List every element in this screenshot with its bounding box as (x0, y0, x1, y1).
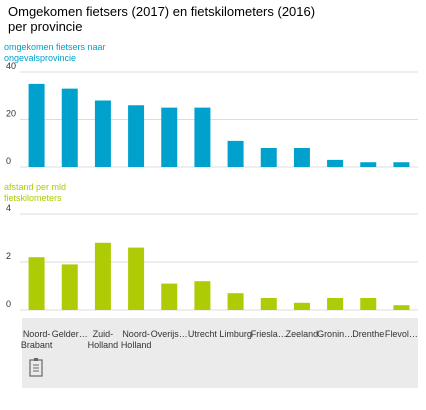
bar (194, 107, 211, 167)
bar (227, 293, 244, 310)
bar (360, 298, 377, 310)
y-tick-label: 40 (6, 61, 16, 71)
bar (161, 107, 178, 167)
bar (260, 298, 277, 310)
x-tick-label: Noord-Holland (121, 329, 152, 350)
y-tick-label: 2 (6, 251, 11, 261)
bar (360, 162, 377, 167)
bar (94, 100, 111, 167)
bar (161, 283, 178, 310)
x-tick-label: Zeeland (286, 329, 319, 339)
bar (327, 298, 344, 310)
x-tick-label: Flevol… (385, 329, 418, 339)
y-axis-label: omgekomen fietsers naar ongevalsprovincie (4, 42, 106, 63)
x-tick-label: Zuid-Holland (88, 329, 119, 350)
bar (194, 281, 211, 310)
y-axis-label: afstand per mld fietskilometers (4, 182, 66, 203)
x-tick-label: Noord-Brabant (21, 329, 53, 350)
bar (393, 305, 410, 310)
x-tick-label: Drenthe (352, 329, 384, 339)
bar (28, 83, 45, 167)
label-panel (22, 318, 418, 388)
chart-title: Omgekomen fietsers (2017) en fietskilome… (8, 4, 315, 34)
bar (61, 88, 78, 167)
x-tick-label: Overijs… (151, 329, 188, 339)
bar (293, 148, 310, 167)
bar (393, 162, 410, 167)
bar (61, 264, 78, 310)
bar (227, 140, 244, 167)
bar (28, 257, 45, 310)
bar (128, 105, 145, 167)
bar (94, 242, 111, 310)
bar (260, 148, 277, 167)
bar (293, 302, 310, 310)
y-tick-label: 4 (6, 203, 11, 213)
bar (327, 159, 344, 167)
x-tick-label: Limburg (219, 329, 252, 339)
icon (29, 358, 43, 377)
x-tick-label: Utrecht (188, 329, 218, 339)
x-tick-label: Gronin… (317, 329, 353, 339)
y-tick-label: 20 (6, 109, 16, 119)
x-tick-label: Friesla… (251, 329, 287, 339)
bar (128, 247, 145, 310)
x-tick-label: Gelder… (52, 329, 88, 339)
y-tick-label: 0 (6, 299, 11, 309)
y-tick-label: 0 (6, 156, 11, 166)
